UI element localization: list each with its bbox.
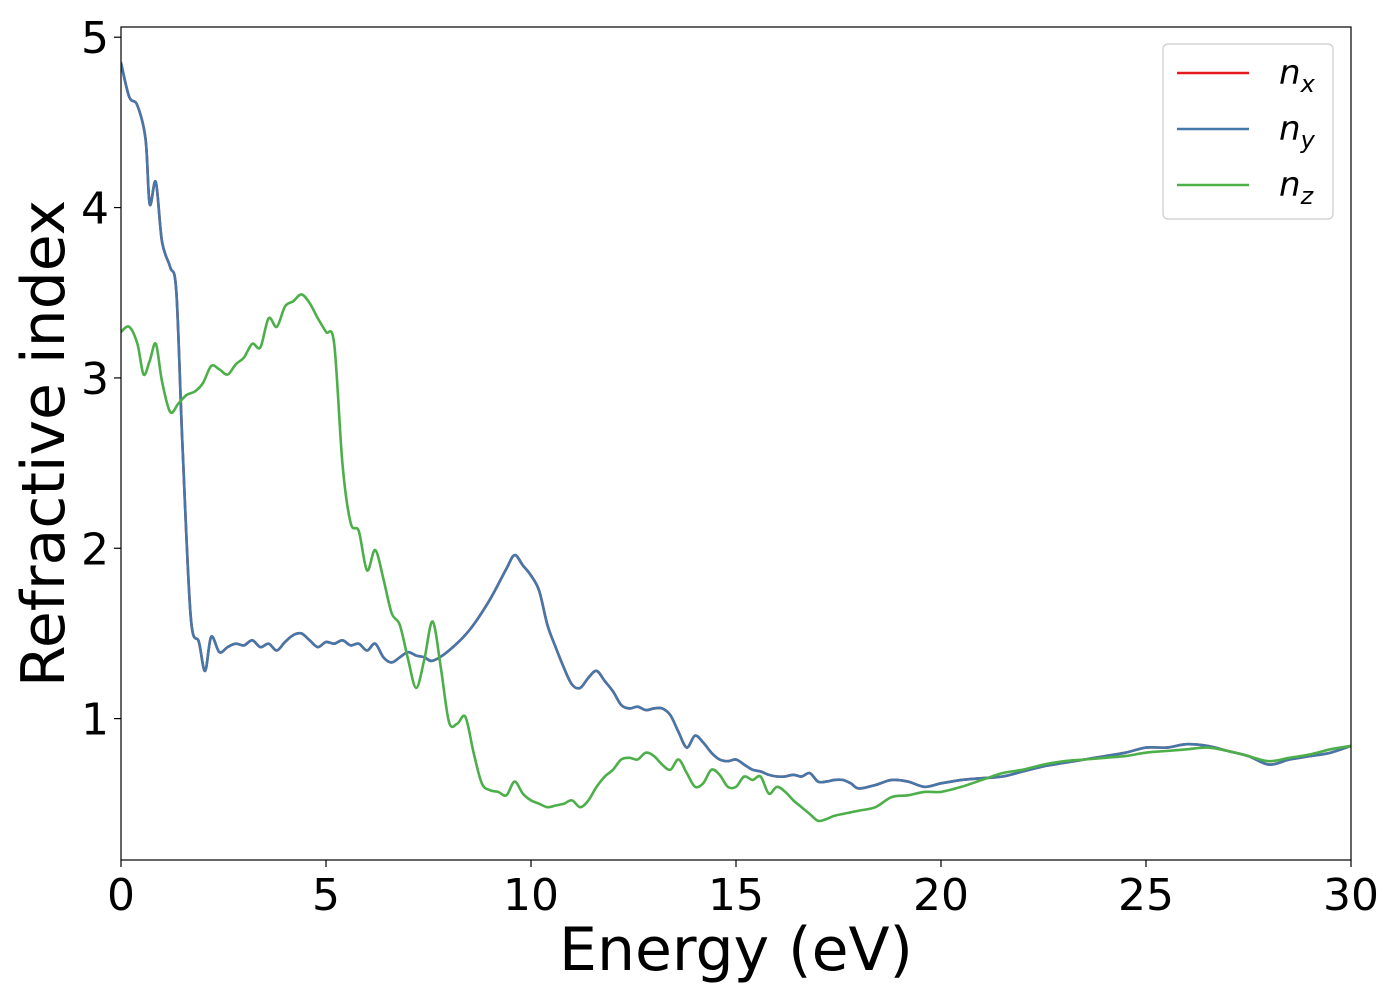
legend-label-n-x: nx — [1279, 53, 1316, 98]
legend-box — [1162, 43, 1334, 220]
y-tick-label: 2 — [81, 524, 109, 575]
y-tick-label: 4 — [81, 184, 109, 235]
y-axis-title: Refractive index — [9, 200, 79, 687]
series-layer — [121, 61, 1351, 823]
series-line-n-y — [121, 61, 1351, 790]
x-tick-label: 5 — [312, 870, 340, 921]
x-tick-label: 25 — [1118, 870, 1174, 921]
x-tick-label: 15 — [708, 870, 764, 921]
x-tick-label: 30 — [1323, 870, 1379, 921]
y-tick-label: 3 — [81, 354, 109, 405]
x-axis-title: Energy (eV) — [559, 915, 913, 985]
y-tick-label: 5 — [81, 13, 109, 64]
x-tick-label: 10 — [503, 870, 559, 921]
axis-ticks: 0 5 10 15 20 25 30 1 2 3 4 5 — [81, 13, 1379, 921]
x-tick-label: 0 — [107, 870, 135, 921]
x-tick-label: 20 — [913, 870, 969, 921]
series-line-n-z — [121, 293, 1351, 823]
y-tick-label: 1 — [81, 695, 109, 746]
